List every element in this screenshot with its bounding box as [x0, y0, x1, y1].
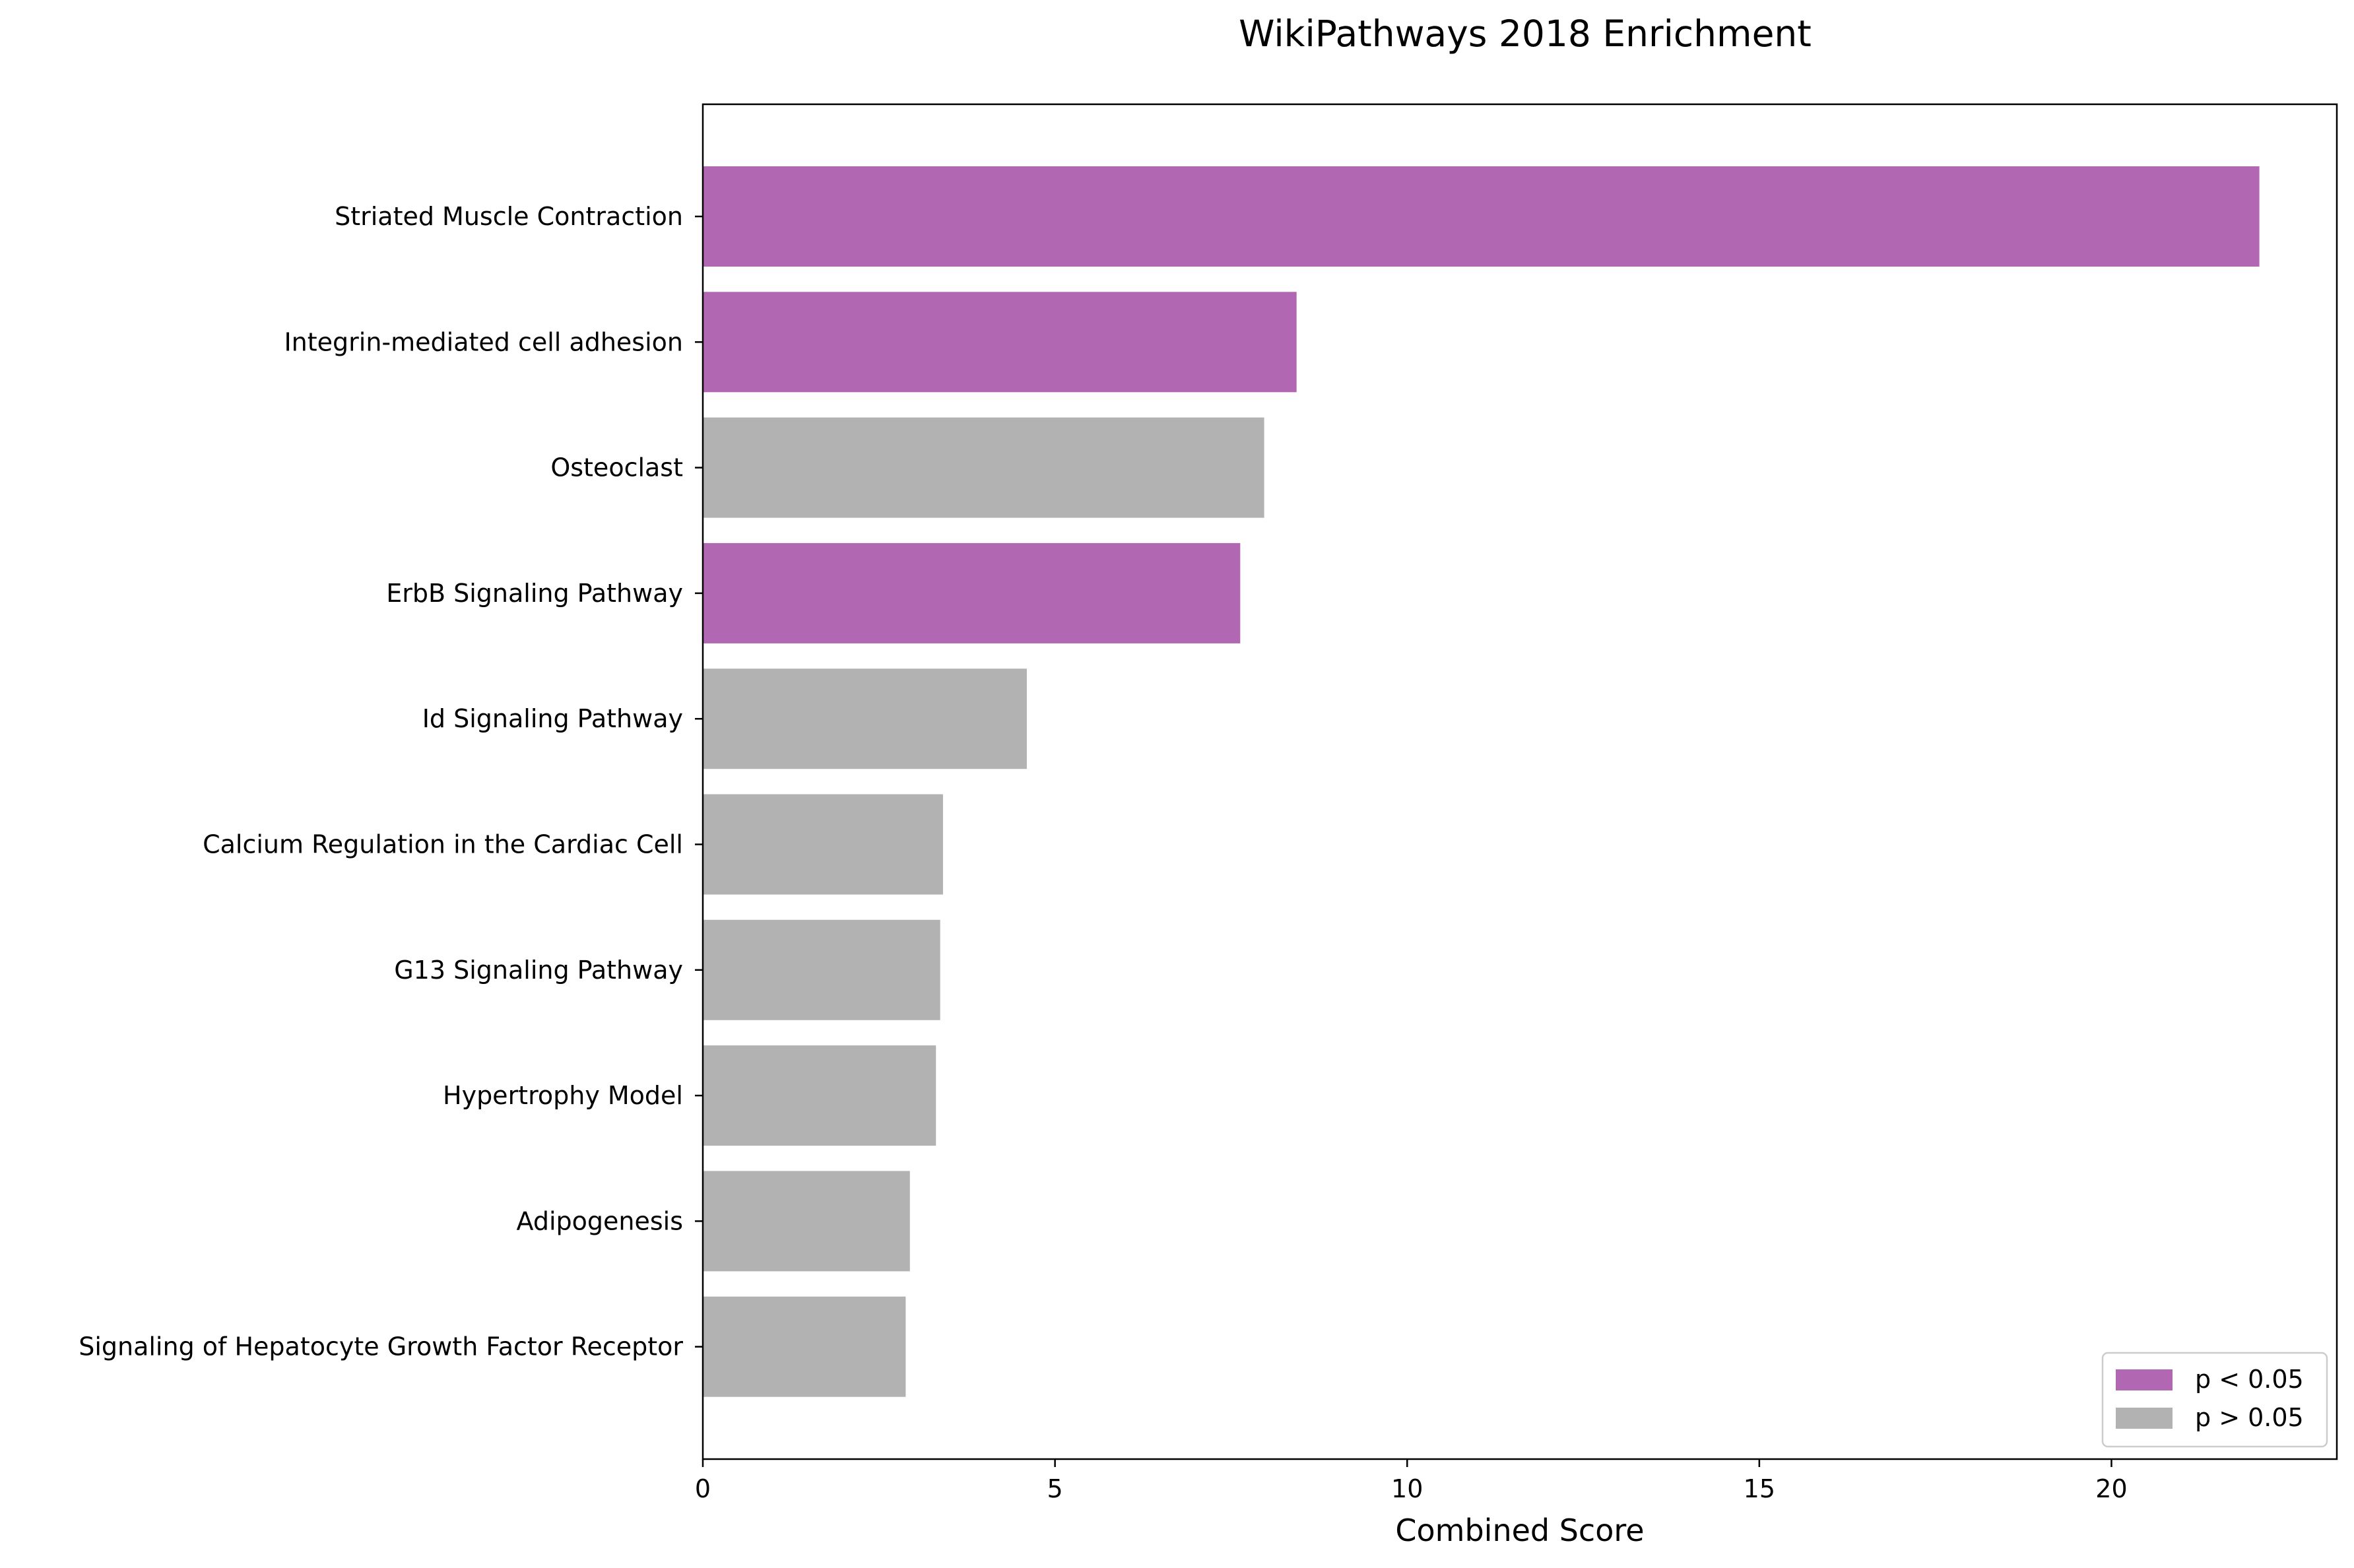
- legend-swatch-significant: [2116, 1369, 2173, 1390]
- plot-frame: [702, 103, 2338, 1460]
- category-label: ErbB Signaling Pathway: [386, 579, 683, 608]
- bar: [703, 794, 943, 895]
- bar: [703, 669, 1027, 769]
- x-tick-label: 0: [695, 1474, 711, 1503]
- bar: [703, 919, 940, 1020]
- category-label: Adipogenesis: [517, 1206, 684, 1235]
- bar: [703, 1296, 906, 1397]
- x-axis-title: Combined Score: [1395, 1513, 1644, 1548]
- bar: [703, 1171, 910, 1272]
- x-tick-label: 20: [2095, 1474, 2127, 1503]
- category-label: Signaling of Hepatocyte Growth Factor Re…: [79, 1332, 683, 1361]
- category-label: Calcium Regulation in the Cardiac Cell: [203, 830, 683, 859]
- category-label: Integrin-mediated cell adhesion: [284, 327, 683, 356]
- x-axis-ticks: 0 5 10 15 20: [695, 1459, 2128, 1503]
- category-label: Hypertrophy Model: [443, 1081, 683, 1110]
- legend-label-significant: p < 0.05: [2195, 1365, 2304, 1394]
- x-tick-label: 10: [1391, 1474, 1423, 1503]
- legend: p < 0.05 p > 0.05: [2101, 1352, 2328, 1448]
- category-label: Striated Muscle Contraction: [335, 202, 683, 231]
- x-tick-label: 15: [1744, 1474, 1775, 1503]
- bar: [703, 1045, 936, 1146]
- category-labels: Striated Muscle Contraction Integrin-medi…: [79, 202, 703, 1361]
- bar: [703, 542, 1241, 643]
- category-label: Osteoclast: [550, 453, 683, 482]
- chart-title: WikiPathways 2018 Enrichment: [1239, 13, 1812, 55]
- bar: [703, 292, 1297, 393]
- legend-swatch-not-significant: [2116, 1408, 2173, 1429]
- bars-layer: [703, 166, 2260, 1397]
- bar: [703, 166, 2260, 267]
- category-label: G13 Signaling Pathway: [394, 956, 683, 985]
- legend-label-not-significant: p > 0.05: [2195, 1403, 2304, 1432]
- category-label: Id Signaling Pathway: [422, 704, 683, 733]
- x-tick-label: 5: [1047, 1474, 1063, 1503]
- bar: [703, 417, 1264, 518]
